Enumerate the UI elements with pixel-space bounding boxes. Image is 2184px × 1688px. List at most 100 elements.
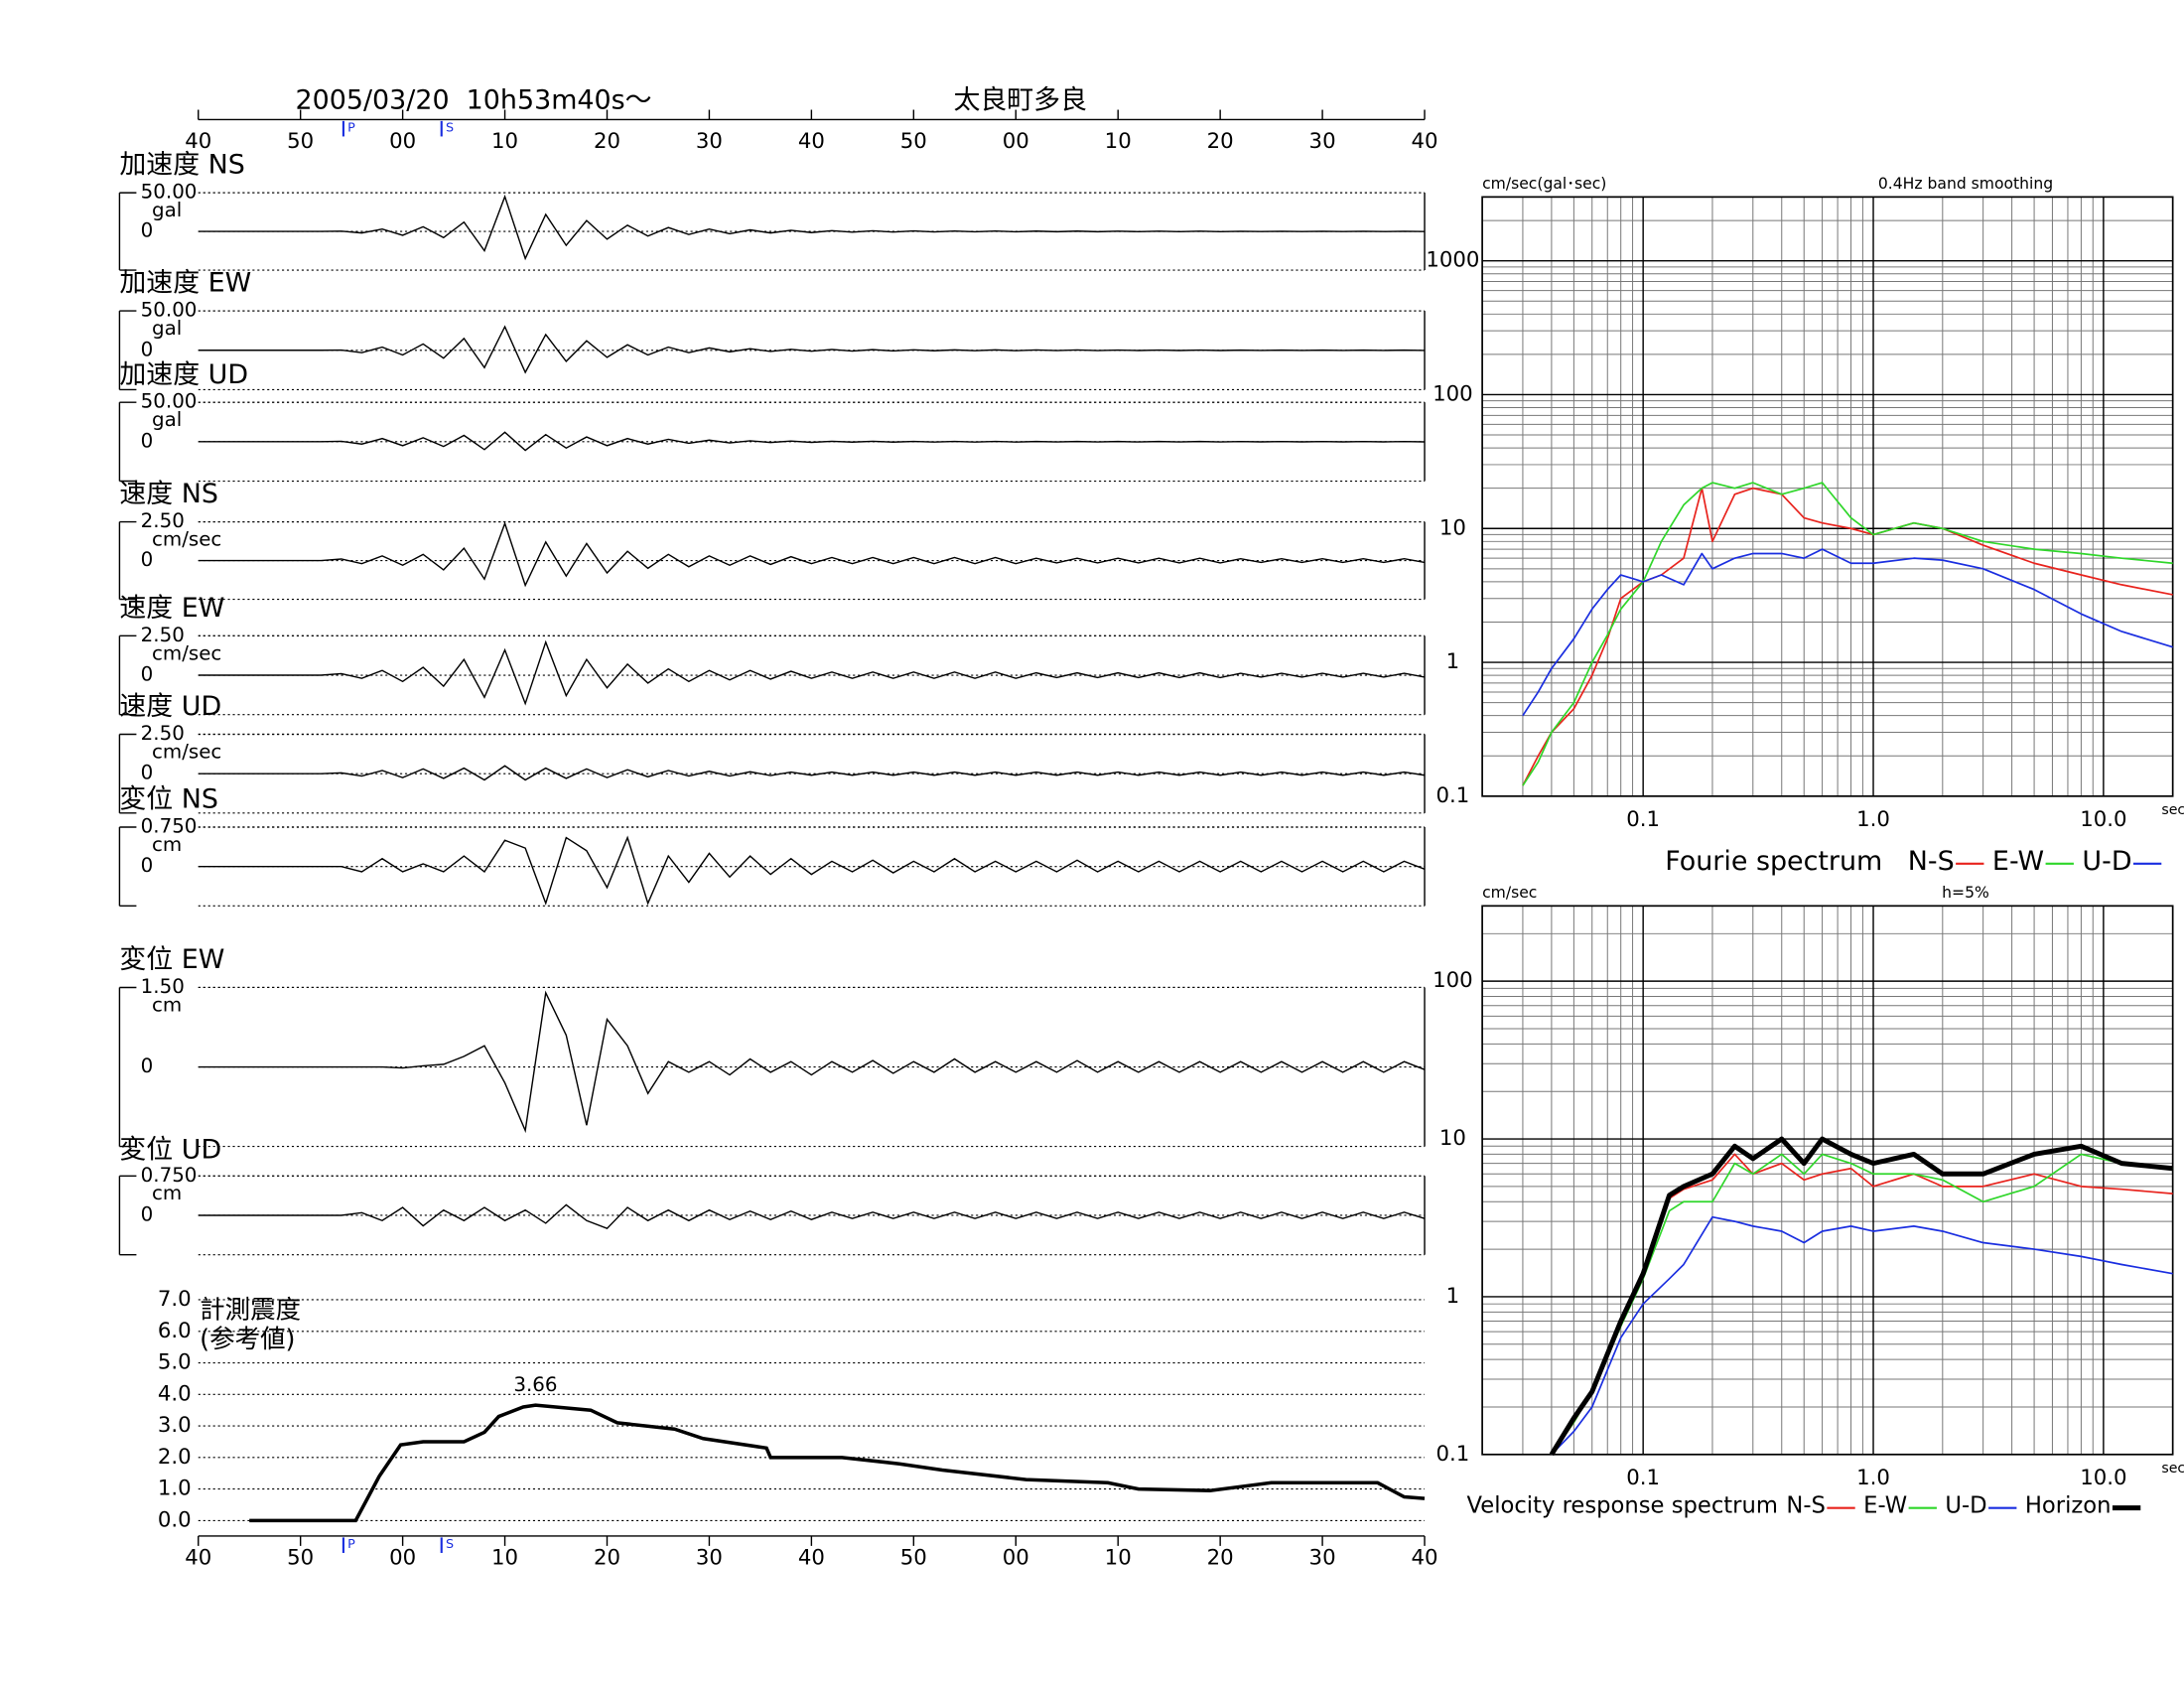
- y-tick-label: 0.750: [141, 1164, 198, 1187]
- y-tick-label: 0: [141, 1202, 154, 1225]
- x-tick-label: 0.1: [1626, 807, 1660, 832]
- x-unit: sec: [2161, 802, 2184, 818]
- spectrum-line: [1522, 548, 2173, 717]
- waveform: [198, 990, 1426, 1134]
- x-tick-label: 50: [900, 129, 927, 154]
- legend-label: E-W: [1863, 1493, 1907, 1519]
- waveform: [198, 194, 1426, 261]
- y-tick-label: 0: [141, 854, 154, 877]
- legend-label: E-W: [1992, 846, 2044, 877]
- panel-title: 速度 NS: [119, 479, 218, 509]
- y-tick-label: 0: [141, 548, 154, 571]
- panel-title: 加速度 EW: [119, 268, 251, 299]
- y-tick-label: 0.1: [1435, 783, 1469, 808]
- x-tick-label: 00: [1003, 1546, 1029, 1571]
- y-tick-label: 0: [141, 219, 154, 242]
- y-tick-label: 50.00: [141, 181, 198, 204]
- y-tick-label: 5.0: [158, 1350, 192, 1375]
- legend-label: U-D: [1945, 1493, 1986, 1519]
- y-tick-label: 50.00: [141, 390, 198, 413]
- x-tick-label: 30: [1309, 129, 1336, 154]
- y-tick-label: 50.00: [141, 299, 198, 322]
- peak-label: 3.66: [513, 1373, 557, 1396]
- y-tick-label: 1.50: [141, 975, 185, 998]
- panel-title: 速度 EW: [119, 593, 224, 624]
- chart-title: 計測震度: [200, 1295, 301, 1325]
- record-datetime: 2005/03/20 10h53m40s～: [295, 85, 651, 116]
- waveform: [198, 765, 1426, 781]
- chart-caption: Fourie spectrum: [1665, 846, 1882, 877]
- x-tick-label: 10: [1105, 1546, 1132, 1571]
- station-name: 太良町多良: [953, 85, 1087, 116]
- y-tick-label: 3.0: [158, 1413, 192, 1438]
- y-tick-label: 1: [1446, 649, 1460, 674]
- x-tick-label: 40: [798, 1546, 825, 1571]
- y-tick-label: 0: [141, 663, 154, 686]
- x-tick-label: 40: [1412, 129, 1438, 154]
- legend-label: N-S: [1786, 1493, 1826, 1519]
- x-tick-label: 30: [696, 1546, 723, 1571]
- chart-note: 0.4Hz band smoothing: [1878, 175, 2053, 193]
- x-tick-label: 10: [491, 1546, 518, 1571]
- x-tick-label: 1.0: [1856, 1466, 1890, 1490]
- y-tick-label: 1: [1446, 1284, 1460, 1309]
- y-tick-label: 0.0: [158, 1507, 192, 1532]
- x-tick-label: 20: [594, 129, 620, 154]
- x-tick-label: 40: [798, 129, 825, 154]
- chart-subtitle: (参考値): [200, 1325, 295, 1354]
- phase-marker-label: P: [347, 120, 355, 135]
- x-tick-label: 50: [287, 1546, 314, 1571]
- y-tick-label: 0: [141, 338, 154, 360]
- x-tick-label: 00: [389, 129, 416, 154]
- phase-marker-label: S: [446, 1537, 454, 1552]
- panel-title: 変位 UD: [119, 1134, 221, 1165]
- panel-unit: gal: [152, 317, 182, 340]
- y-tick-label: 100: [1433, 381, 1473, 406]
- spectrum-line: [1522, 482, 2173, 786]
- chart-caption: Velocity response spectrum: [1467, 1493, 1778, 1519]
- plot-frame: [1481, 905, 2174, 1456]
- x-tick-label: 20: [1207, 1546, 1234, 1571]
- spectrum-line: [1551, 1215, 2173, 1456]
- panel-unit: gal: [152, 199, 182, 221]
- x-tick-label: 10: [491, 129, 518, 154]
- x-tick-label: 20: [594, 1546, 620, 1571]
- x-tick-label: 40: [185, 129, 211, 154]
- y-tick-label: 2.0: [158, 1445, 192, 1470]
- phase-marker-label: P: [347, 1537, 355, 1552]
- panel-title: 変位 EW: [119, 944, 224, 975]
- waveform: [198, 521, 1426, 588]
- y-tick-label: 4.0: [158, 1381, 192, 1406]
- x-tick-label: 10: [1105, 129, 1132, 154]
- legend-label: N-S: [1908, 846, 1955, 877]
- y-tick-label: 0: [141, 429, 154, 452]
- panel-title: 変位 NS: [119, 784, 218, 815]
- y-tick-label: 0.750: [141, 815, 198, 838]
- x-tick-label: 20: [1207, 129, 1234, 154]
- x-tick-label: 40: [1412, 1546, 1438, 1571]
- y-tick-label: 1.0: [158, 1477, 192, 1501]
- spectrum-line: [1522, 487, 2173, 786]
- y-tick-label: 7.0: [158, 1287, 192, 1312]
- x-tick-label: 1.0: [1856, 807, 1890, 832]
- x-tick-label: 00: [389, 1546, 416, 1571]
- x-unit: sec: [2161, 1461, 2184, 1477]
- spectrum-line: [1549, 1136, 2173, 1457]
- waveform: [198, 1203, 1426, 1230]
- y-tick-label: 0: [141, 1055, 154, 1077]
- waveform: [198, 325, 1426, 374]
- x-tick-label: 50: [287, 129, 314, 154]
- y-axis-label: cm/sec: [1482, 884, 1537, 902]
- panel-unit: cm: [152, 993, 182, 1016]
- y-tick-label: 0.1: [1435, 1442, 1469, 1467]
- panel-unit: cm: [152, 833, 182, 856]
- y-tick-label: 6.0: [158, 1319, 192, 1343]
- y-tick-label: 2.50: [141, 624, 185, 646]
- y-tick-label: 10: [1439, 1126, 1466, 1151]
- legend-label: Horizon: [2025, 1493, 2112, 1519]
- x-tick-label: 40: [185, 1546, 211, 1571]
- waveform: [198, 639, 1426, 706]
- y-tick-label: 1000: [1426, 248, 1479, 273]
